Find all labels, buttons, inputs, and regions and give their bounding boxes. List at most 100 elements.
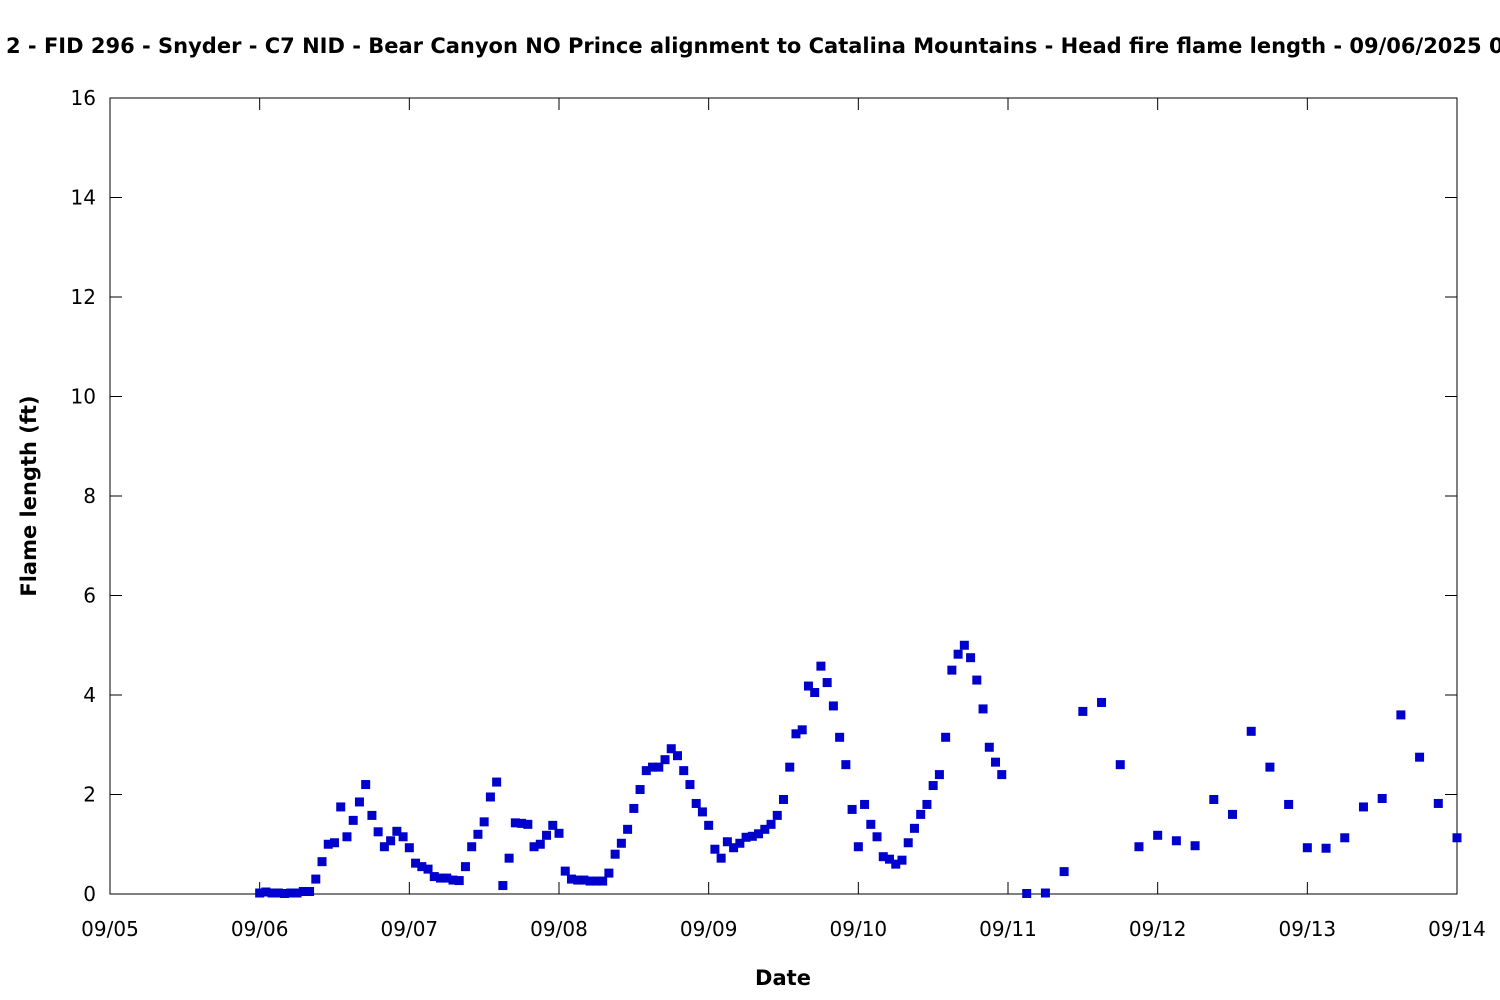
data-point <box>1284 799 1294 809</box>
y-axis: 0 2 4 6 8 10 12 14 16 <box>71 86 1457 906</box>
data-point <box>317 857 327 867</box>
data-point <box>273 888 283 898</box>
data-series <box>255 640 1462 899</box>
x-tick-label: 09/07 <box>381 917 439 941</box>
data-point <box>972 675 982 685</box>
data-point <box>866 819 876 829</box>
y-tick-label: 14 <box>71 186 96 210</box>
data-point <box>448 875 458 885</box>
data-point <box>991 757 1001 767</box>
data-point <box>560 866 570 876</box>
data-point <box>635 785 645 795</box>
y-tick-label: 16 <box>71 86 96 110</box>
data-point <box>959 640 969 650</box>
data-point <box>598 876 608 886</box>
data-point <box>523 819 533 829</box>
x-tick-label: 09/13 <box>1279 917 1337 941</box>
data-point <box>828 701 838 711</box>
data-point <box>367 810 377 820</box>
data-point <box>710 844 720 854</box>
x-axis: 09/05 09/06 09/07 09/08 09/09 09/10 09/11 09/12… <box>81 98 1486 941</box>
data-point <box>616 838 626 848</box>
data-point <box>872 832 882 842</box>
data-point <box>348 815 358 825</box>
x-tick-label: 09/14 <box>1428 917 1486 941</box>
data-point <box>479 817 489 827</box>
data-point <box>1190 841 1200 851</box>
data-point <box>1321 843 1331 853</box>
data-point <box>716 853 726 863</box>
data-point <box>654 762 664 772</box>
data-point <box>517 818 527 828</box>
data-point <box>342 832 352 842</box>
data-point <box>941 732 951 742</box>
chart-title: 2 - FID 296 - Snyder - C7 NID - Bear Can… <box>6 34 1500 58</box>
data-point <box>741 832 751 842</box>
data-point <box>922 799 932 809</box>
data-point <box>330 838 339 848</box>
data-point <box>585 876 595 886</box>
data-point <box>398 832 408 842</box>
data-point <box>392 826 402 836</box>
data-point <box>666 744 676 754</box>
data-point <box>648 762 658 772</box>
data-point <box>1134 842 1144 852</box>
data-point <box>311 874 321 884</box>
data-point <box>510 818 520 828</box>
data-point <box>1097 697 1107 707</box>
data-point <box>1302 843 1312 853</box>
data-point <box>454 876 464 886</box>
data-point <box>810 688 820 698</box>
data-point <box>286 888 296 898</box>
data-point <box>816 661 826 671</box>
data-point <box>934 770 944 780</box>
data-point <box>697 807 707 817</box>
data-point <box>953 649 963 659</box>
data-point <box>679 766 689 776</box>
data-point <box>735 838 745 848</box>
data-point <box>305 887 315 897</box>
data-point <box>1228 809 1237 819</box>
x-tick-label: 09/10 <box>830 917 888 941</box>
data-point <box>760 824 770 834</box>
data-point <box>542 830 552 840</box>
x-tick-label: 09/11 <box>979 917 1037 941</box>
data-point <box>1040 888 1050 898</box>
data-point <box>1265 762 1275 772</box>
data-point <box>966 653 976 663</box>
data-point <box>566 874 576 884</box>
data-point <box>498 881 508 891</box>
data-point <box>292 888 302 898</box>
data-point <box>785 762 795 772</box>
data-point <box>978 704 988 714</box>
data-point <box>997 770 1007 780</box>
data-point <box>903 838 913 848</box>
x-axis-title: Date <box>755 966 811 990</box>
data-point <box>847 804 857 814</box>
x-tick-label: 09/05 <box>81 917 139 941</box>
data-point <box>535 839 545 849</box>
data-point <box>261 887 271 897</box>
data-point <box>548 820 558 830</box>
data-point <box>685 780 695 790</box>
y-tick-label: 0 <box>83 882 96 906</box>
data-point <box>1415 752 1425 762</box>
data-point <box>822 678 832 688</box>
y-axis-title: Flame length (ft) <box>17 395 41 596</box>
data-point <box>797 725 807 735</box>
y-tick-label: 2 <box>83 783 96 807</box>
x-tick-label: 09/08 <box>530 917 588 941</box>
data-point <box>629 803 639 813</box>
data-point <box>891 859 901 869</box>
x-tick-label: 09/09 <box>680 917 738 941</box>
data-point <box>386 836 396 846</box>
data-point <box>336 802 346 812</box>
data-point <box>791 729 801 739</box>
data-point <box>909 823 919 833</box>
y-tick-label: 12 <box>71 285 96 309</box>
data-point <box>417 862 427 872</box>
data-point <box>404 843 414 853</box>
data-point <box>1377 793 1387 803</box>
data-point <box>947 665 957 675</box>
